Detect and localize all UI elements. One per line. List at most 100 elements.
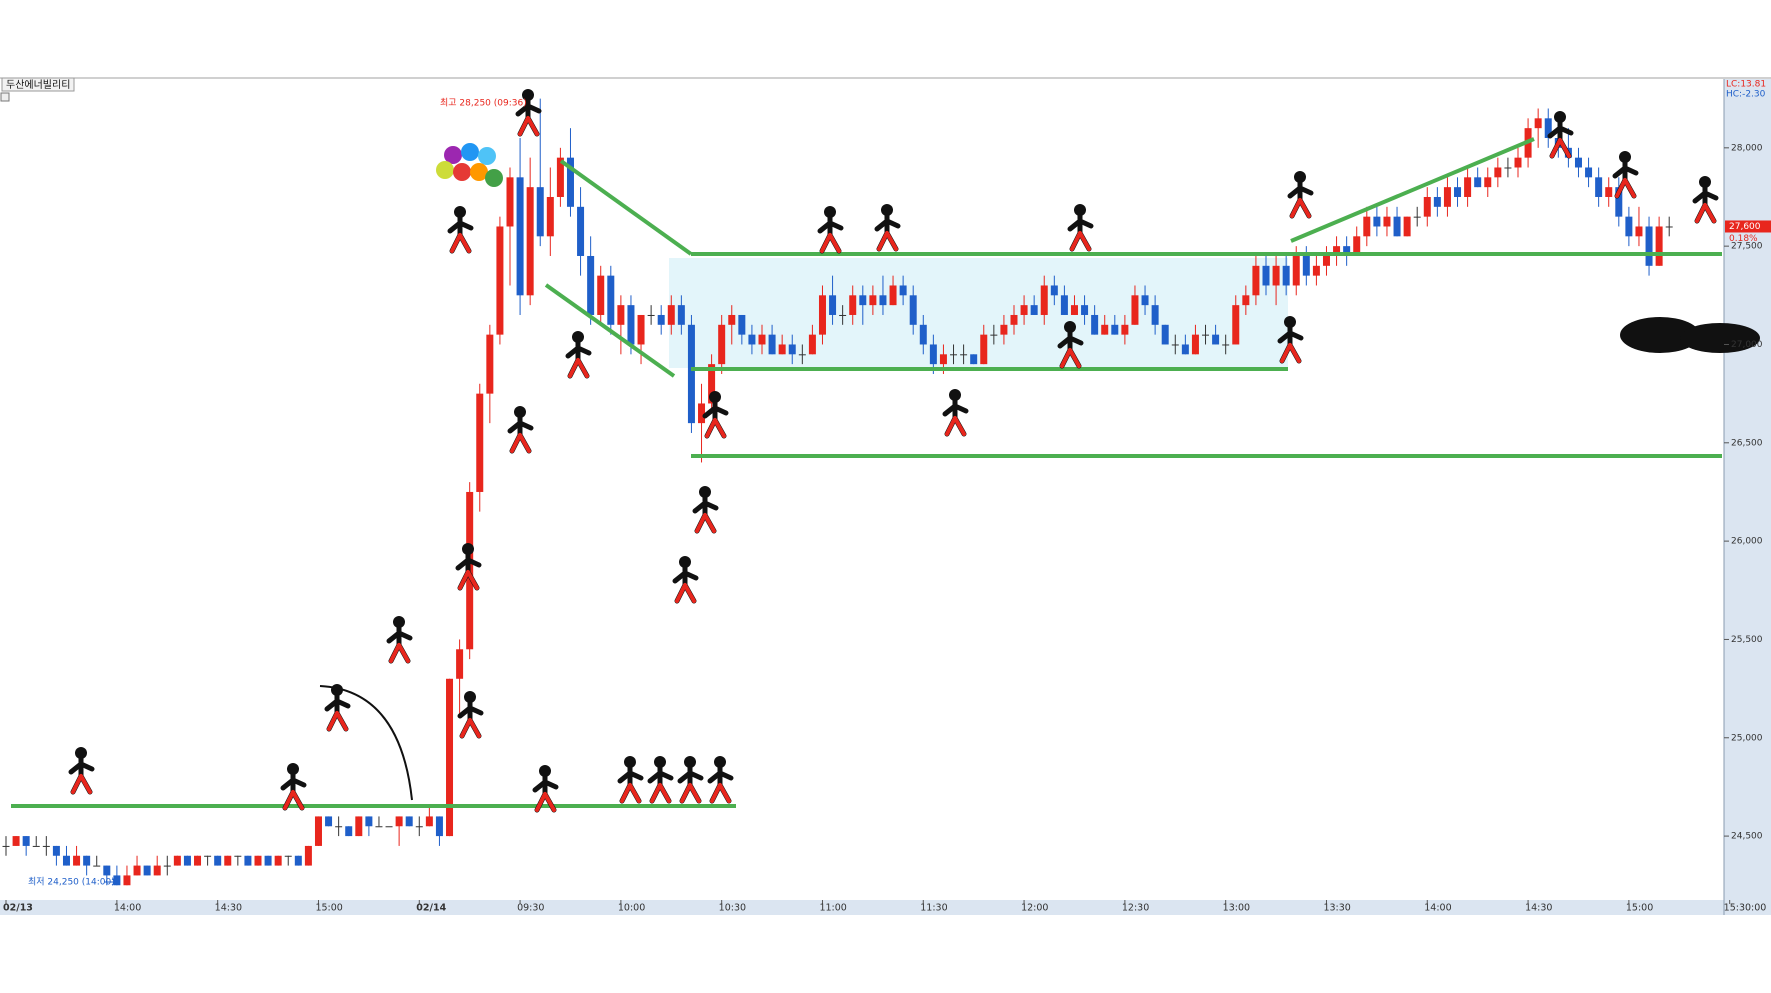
candle-body bbox=[849, 295, 857, 315]
balloon bbox=[444, 146, 462, 164]
last-price-label: 27,600 bbox=[1729, 222, 1761, 232]
x-tick-label: 12:00 bbox=[1021, 903, 1048, 914]
candle-body bbox=[194, 855, 202, 866]
candle-body bbox=[234, 855, 242, 857]
candle-body bbox=[1534, 118, 1542, 129]
trend-line bbox=[1290, 137, 1535, 243]
candle-body bbox=[123, 875, 131, 886]
candle-body bbox=[637, 314, 645, 345]
candle-body bbox=[12, 836, 20, 846]
candle-body bbox=[1020, 305, 1028, 315]
candle-body bbox=[1010, 314, 1018, 325]
candle-body bbox=[244, 855, 252, 866]
candle-body bbox=[1272, 265, 1280, 286]
candle-body bbox=[385, 826, 393, 828]
x-tick-label: 02/14 bbox=[416, 903, 446, 914]
candle-body bbox=[93, 865, 101, 867]
candle-body bbox=[960, 354, 968, 356]
high-note: 최고 28,250 (09:36) bbox=[440, 98, 527, 109]
candle-body bbox=[1605, 187, 1613, 197]
y-tick-label: 25,000 bbox=[1731, 733, 1763, 743]
candle-body bbox=[1151, 305, 1159, 325]
candle-body bbox=[1191, 334, 1199, 355]
candle-body bbox=[1111, 324, 1119, 335]
balloon bbox=[478, 147, 496, 165]
plot bbox=[2, 98, 1673, 886]
candle-body bbox=[929, 344, 937, 365]
candle-body bbox=[224, 855, 232, 866]
candle-body bbox=[617, 305, 625, 325]
candle-body bbox=[1393, 216, 1401, 237]
hc-label: HC:-2.30 bbox=[1726, 90, 1766, 100]
candle-body bbox=[42, 845, 50, 847]
y-tick-label: 27,500 bbox=[1731, 242, 1763, 252]
candle-body bbox=[1232, 305, 1240, 345]
candle-body bbox=[970, 354, 978, 365]
candle-body bbox=[314, 816, 322, 846]
candle-body bbox=[1373, 216, 1381, 227]
candle-body bbox=[768, 334, 776, 355]
candle-body bbox=[1101, 324, 1109, 335]
candle-body bbox=[304, 845, 312, 866]
y-axis-panel bbox=[1724, 79, 1771, 915]
candle-body bbox=[758, 334, 766, 345]
crowd bbox=[1620, 317, 1760, 353]
toolbar-button[interactable] bbox=[0, 92, 10, 102]
candle-body bbox=[919, 324, 927, 345]
candle-body bbox=[153, 865, 161, 876]
candle-body bbox=[667, 305, 675, 325]
candle-body bbox=[113, 875, 121, 886]
candle-body bbox=[1544, 118, 1552, 138]
candle-body bbox=[1383, 216, 1391, 227]
low-arrow bbox=[104, 878, 117, 886]
candle-body bbox=[677, 305, 685, 325]
candle-body bbox=[728, 314, 736, 325]
candle-body bbox=[788, 344, 796, 355]
candle-body bbox=[879, 295, 887, 306]
candle-body bbox=[143, 865, 151, 876]
y-tick-label: 26,500 bbox=[1731, 438, 1763, 448]
candle-body bbox=[1484, 177, 1492, 188]
candle-body bbox=[133, 865, 141, 876]
candle-body bbox=[395, 816, 403, 827]
candle-body bbox=[1181, 344, 1189, 355]
candle-body bbox=[1131, 295, 1139, 325]
x-tick-label: 13:30 bbox=[1323, 903, 1350, 914]
candle-body bbox=[446, 678, 454, 837]
candle-body bbox=[405, 816, 413, 827]
candle-body bbox=[1645, 226, 1653, 266]
change-label: 0.18% bbox=[1729, 234, 1758, 244]
balloon bbox=[461, 143, 479, 161]
candle-body bbox=[506, 177, 514, 227]
candle-body bbox=[325, 816, 333, 827]
candle-body bbox=[294, 855, 302, 866]
candle-body bbox=[1322, 255, 1330, 266]
candle-body bbox=[2, 845, 10, 847]
x-tick-label: 15:30:00 bbox=[1724, 903, 1767, 914]
candle-body bbox=[1413, 216, 1421, 218]
candle-body bbox=[939, 354, 947, 365]
candle-body bbox=[335, 826, 343, 828]
candle-body bbox=[577, 206, 585, 256]
candle-body bbox=[1514, 157, 1522, 168]
candle-body bbox=[950, 354, 958, 356]
candle-body bbox=[375, 826, 383, 828]
candle-body bbox=[1585, 167, 1593, 178]
candle-body bbox=[1212, 334, 1220, 345]
x-tick-label: 14:30 bbox=[1525, 903, 1552, 914]
balloon bbox=[485, 169, 503, 187]
candle-body bbox=[778, 344, 786, 355]
candle-body bbox=[1333, 246, 1341, 256]
candle-body bbox=[859, 295, 867, 306]
candle-body bbox=[526, 187, 534, 296]
candle-body bbox=[345, 826, 353, 837]
candle-body bbox=[990, 334, 998, 336]
candle-body bbox=[103, 865, 111, 876]
candle-body bbox=[183, 855, 191, 866]
x-axis-panel bbox=[0, 900, 1724, 915]
candle-body bbox=[1464, 177, 1472, 197]
x-tick-label: 14:00 bbox=[1424, 903, 1451, 914]
candle-body bbox=[687, 324, 695, 424]
candle-body bbox=[456, 649, 464, 679]
